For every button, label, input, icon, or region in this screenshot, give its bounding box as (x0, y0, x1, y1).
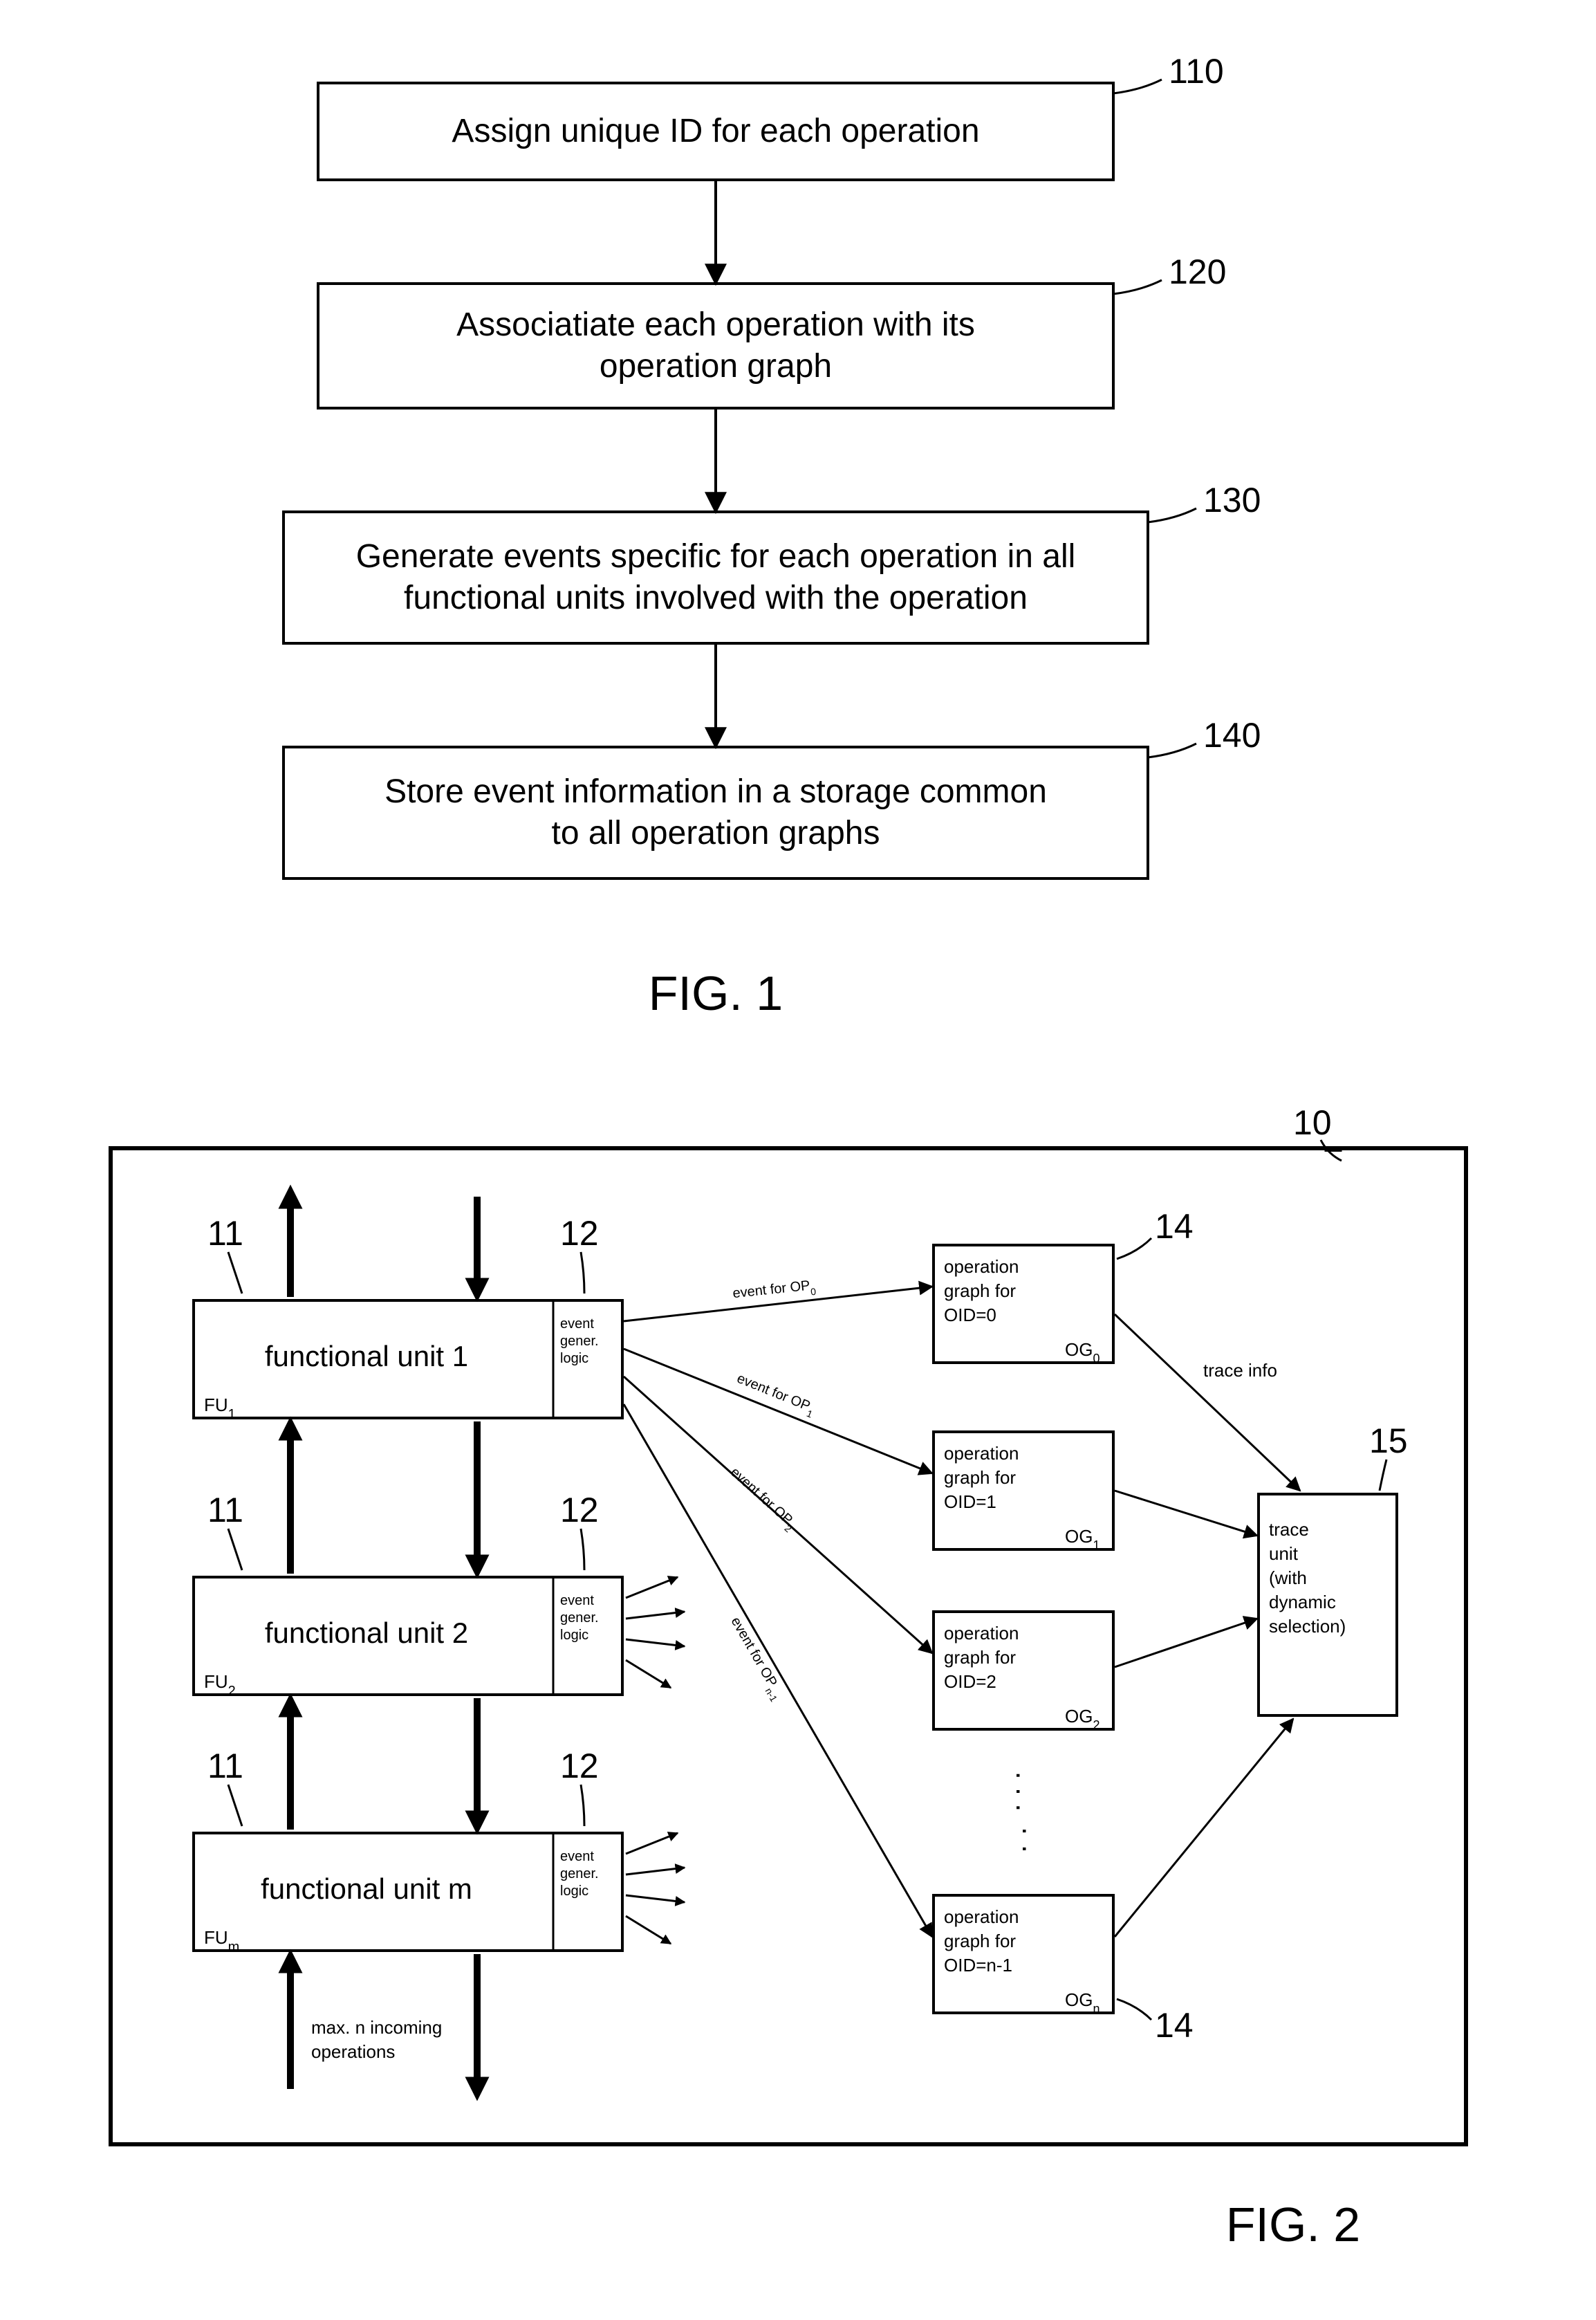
svg-text:trace: trace (1269, 1519, 1309, 1540)
svg-text:graph for: graph for (944, 1931, 1016, 1951)
node-text: Assign unique ID for each operation (452, 113, 979, 149)
flowchart-node-130: Generate events specific for each operat… (284, 481, 1261, 643)
figure-caption: FIG. 2 (1226, 2198, 1360, 2252)
node-text: Associatiate each operation with its (456, 306, 975, 343)
svg-text:OID=0: OID=0 (944, 1305, 996, 1325)
svg-text:operation: operation (944, 1256, 1019, 1277)
svg-text:OID=1: OID=1 (944, 1491, 996, 1512)
svg-text:operation: operation (944, 1906, 1019, 1927)
ref-label: 120 (1169, 252, 1226, 291)
flowchart-node-110: Assign unique ID for each operation 110 (318, 52, 1224, 180)
svg-text:selection): selection) (1269, 1616, 1346, 1637)
svg-text:graph for: graph for (944, 1647, 1016, 1668)
svg-text:event: event (560, 1316, 594, 1332)
svg-text:operation: operation (944, 1623, 1019, 1644)
ref-label: 14 (1155, 1207, 1194, 1246)
svg-text:functional unit m: functional unit m (261, 1872, 472, 1905)
ellipsis: · · (1010, 1826, 1043, 1854)
node-text: functional units involved with the opera… (404, 580, 1028, 616)
operation-graph-2: operation graph for OID=2 OG2 (934, 1612, 1113, 1732)
svg-text:graph for: graph for (944, 1467, 1016, 1488)
node-text: to all operation graphs (552, 815, 880, 851)
flowchart-node-120: Associatiate each operation with its ope… (318, 252, 1226, 408)
svg-text:event: event (560, 1849, 594, 1864)
figure-1: Assign unique ID for each operation 110 … (28, 28, 1568, 1065)
svg-text:operation: operation (944, 1443, 1019, 1464)
ref-label: 130 (1203, 481, 1261, 519)
operation-graph-0: operation graph for OID=0 OG0 (934, 1245, 1113, 1365)
svg-text:functional unit 2: functional unit 2 (265, 1617, 468, 1649)
svg-text:gener.: gener. (560, 1610, 599, 1626)
ref-label: 110 (1169, 52, 1224, 91)
svg-text:OID=n-1: OID=n-1 (944, 1955, 1012, 1976)
ref-label: 140 (1203, 716, 1261, 755)
ref-label: 11 (207, 1214, 243, 1253)
ref-label: 15 (1369, 1421, 1408, 1460)
node-text: operation graph (600, 348, 832, 385)
functional-unit-m: functional unit m FUm event gener. logic (194, 1833, 622, 1955)
functional-unit-1: functional unit 1 FU1 event gener. logic (194, 1300, 622, 1422)
svg-text:(with: (with (1269, 1567, 1307, 1588)
ref-label: 12 (560, 1491, 599, 1529)
svg-text:graph for: graph for (944, 1280, 1016, 1301)
ref-label: 12 (560, 1214, 599, 1253)
trace-unit: trace unit (with dynamic selection) (1259, 1494, 1397, 1715)
figure-caption: FIG. 1 (649, 966, 783, 1020)
incoming-label: operations (311, 2041, 395, 2062)
operation-graph-1: operation graph for OID=1 OG1 (934, 1432, 1113, 1552)
svg-text:logic: logic (560, 1628, 588, 1643)
svg-text:functional unit 1: functional unit 1 (265, 1340, 468, 1372)
svg-text:OID=2: OID=2 (944, 1671, 996, 1692)
ref-label: 11 (207, 1491, 243, 1529)
node-text: Store event information in a storage com… (384, 773, 1047, 810)
svg-text:logic: logic (560, 1351, 588, 1366)
ref-label: 14 (1155, 2006, 1194, 2045)
flowchart-node-140: Store event information in a storage com… (284, 716, 1261, 878)
svg-text:gener.: gener. (560, 1866, 599, 1881)
incoming-label: max. n incoming (311, 2017, 442, 2038)
trace-info-label: trace info (1203, 1360, 1277, 1381)
operation-graph-n: operation graph for OID=n-1 OGn (934, 1895, 1113, 2016)
figure-2: 10 ⎯ functional unit 1 FU1 event gener. … (28, 1065, 1568, 2283)
svg-text:logic: logic (560, 1884, 588, 1899)
ellipsis: . . . (1010, 1771, 1043, 1812)
svg-text:dynamic: dynamic (1269, 1592, 1336, 1612)
svg-text:unit: unit (1269, 1543, 1299, 1564)
svg-text:gener.: gener. (560, 1334, 599, 1349)
functional-unit-2: functional unit 2 FU2 event gener. logic (194, 1577, 622, 1699)
node-text: Generate events specific for each operat… (356, 538, 1076, 575)
ref-label: 11 (207, 1747, 243, 1785)
svg-text:event: event (560, 1593, 594, 1608)
ref-label: 12 (560, 1747, 599, 1785)
